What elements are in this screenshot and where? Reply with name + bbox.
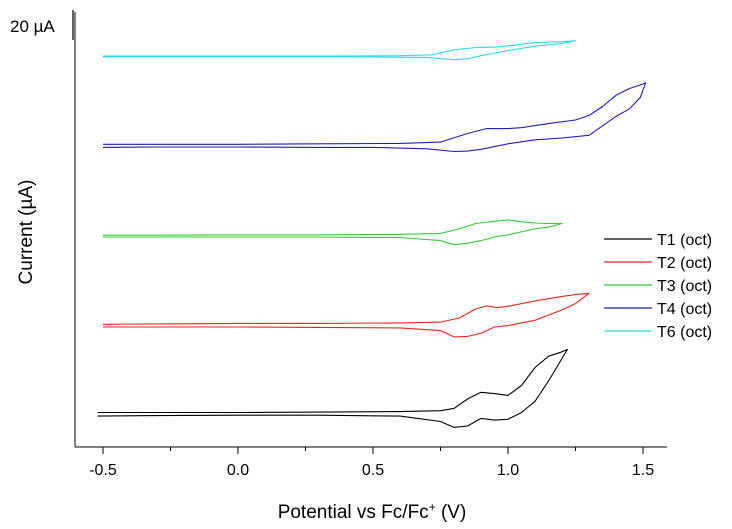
- x-axis-label-unit: (V): [436, 502, 467, 523]
- x-tick-label: 1.5: [632, 462, 654, 479]
- series-line-5: [103, 40, 577, 61]
- plot-lines: [97, 40, 647, 428]
- scale-bar-label: 20 µA: [10, 17, 55, 36]
- y-axis-label: Current (µA): [16, 180, 37, 285]
- x-ticks: -0.5 0.0 0.5 1.0 1.5: [89, 447, 654, 479]
- series-line-3: [103, 219, 563, 246]
- legend: T1 (oct) T2 (oct) T3 (oct) T4 (oct) T6 (oct): [604, 232, 712, 341]
- legend-label: T2 (oct): [657, 255, 712, 272]
- legend-label: T6 (oct): [657, 324, 712, 341]
- x-tick-label: 0.0: [227, 462, 249, 479]
- x-tick-label: -0.5: [89, 462, 117, 479]
- legend-label: T3 (oct): [657, 278, 712, 295]
- x-axis-label-superscript: +: [429, 500, 436, 514]
- series-line-4: [102, 82, 647, 153]
- x-axis-label-main: Potential vs Fc/Fc: [278, 502, 429, 523]
- series-line-1: [97, 348, 568, 428]
- x-tick-label: 1.0: [497, 462, 519, 479]
- x-tick-label: 0.5: [362, 462, 384, 479]
- series-line-2: [102, 292, 590, 338]
- x-axis-label: Potential vs Fc/Fc+ (V): [278, 500, 467, 523]
- legend-label: T1 (oct): [657, 232, 712, 249]
- legend-label: T4 (oct): [657, 301, 712, 318]
